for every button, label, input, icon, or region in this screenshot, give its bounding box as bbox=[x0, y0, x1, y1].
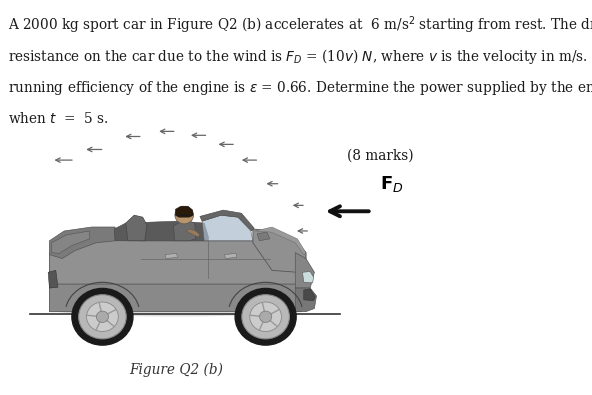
Polygon shape bbox=[200, 210, 254, 231]
Polygon shape bbox=[48, 270, 58, 288]
Circle shape bbox=[72, 288, 133, 345]
Polygon shape bbox=[303, 271, 314, 283]
Text: $\mathbf{F}$$_D$: $\mathbf{F}$$_D$ bbox=[380, 174, 404, 194]
Circle shape bbox=[250, 302, 281, 331]
Polygon shape bbox=[50, 280, 302, 312]
Polygon shape bbox=[50, 231, 306, 288]
Polygon shape bbox=[202, 215, 253, 241]
Polygon shape bbox=[224, 254, 237, 258]
Circle shape bbox=[242, 295, 289, 339]
Text: resistance on the car due to the wind is $F_D$ = (10$v$) $N$, where $v$ is the v: resistance on the car due to the wind is… bbox=[8, 47, 592, 66]
Polygon shape bbox=[126, 215, 147, 241]
Polygon shape bbox=[295, 253, 314, 288]
Polygon shape bbox=[52, 231, 90, 254]
Polygon shape bbox=[173, 221, 196, 241]
Circle shape bbox=[175, 207, 194, 224]
Ellipse shape bbox=[52, 303, 297, 316]
Polygon shape bbox=[257, 232, 270, 241]
Circle shape bbox=[96, 311, 108, 322]
Text: Figure Q2 (b): Figure Q2 (b) bbox=[130, 362, 224, 376]
Polygon shape bbox=[295, 288, 317, 312]
Text: (8 marks): (8 marks) bbox=[348, 148, 414, 162]
Polygon shape bbox=[165, 254, 178, 258]
Text: A 2000 kg sport car in Figure Q2 (b) accelerates at  6 m/s$^2$ starting from res: A 2000 kg sport car in Figure Q2 (b) acc… bbox=[8, 15, 592, 36]
Polygon shape bbox=[175, 206, 193, 217]
Circle shape bbox=[86, 302, 118, 331]
Polygon shape bbox=[304, 289, 315, 301]
Polygon shape bbox=[186, 229, 200, 237]
Polygon shape bbox=[50, 227, 115, 258]
Circle shape bbox=[79, 295, 126, 339]
Text: when $t$  =  5 s.: when $t$ = 5 s. bbox=[8, 111, 109, 126]
Polygon shape bbox=[253, 229, 306, 272]
Text: running efficiency of the engine is $\varepsilon$ = 0.66. Determine the power su: running efficiency of the engine is $\va… bbox=[8, 79, 592, 97]
Circle shape bbox=[259, 311, 272, 322]
Polygon shape bbox=[255, 227, 306, 254]
Circle shape bbox=[235, 288, 296, 345]
Polygon shape bbox=[114, 221, 208, 241]
